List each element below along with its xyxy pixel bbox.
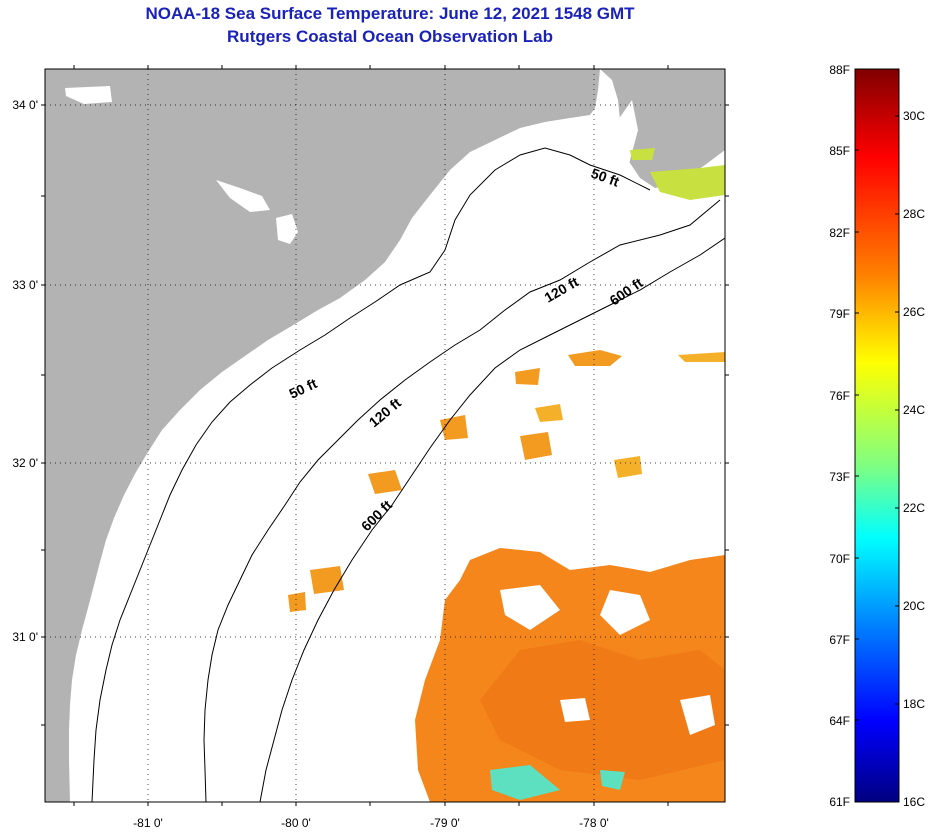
inland-water [618,100,638,168]
sst-patch [568,350,622,366]
contour-120ft [203,199,721,802]
colorbar [854,68,900,803]
land-area [45,69,600,802]
sst-patch [515,368,540,385]
sst-patch [614,456,642,478]
colorbar-f-label: 88F [829,63,850,77]
lon-tick-label: -81 0' [133,816,163,830]
colorbar-f-label: 61F [829,795,850,809]
inland-water [276,214,298,244]
colorbar-f-label: 76F [829,389,850,403]
sst-patch [535,404,563,422]
inland-water [598,95,612,138]
sst-patch [288,592,306,612]
inland-water [216,180,270,212]
colorbar-f-label: 67F [829,633,850,647]
lat-tick-label: 33 0' [12,278,38,292]
lat-tick-label: 31 0' [12,630,38,644]
map-frame [44,68,726,803]
contour-600ft [259,237,725,802]
colorbar-c-label: 22C [903,501,925,515]
sst-patch [650,165,725,200]
colorbar-f-label: 82F [829,226,850,240]
cloud-gap [680,695,715,735]
sst-patch [678,352,725,362]
sst-cool-patch [600,770,625,790]
lon-tick-label: -79 0' [430,816,460,830]
colorbar-f-label: 85F [829,144,850,158]
sst-patch [630,148,655,160]
sst-patch [368,470,402,494]
inland-water [65,86,112,104]
colorbar-c-label: 26C [903,305,925,319]
colorbar-c-label: 30C [903,109,925,123]
lat-tick-label: 34 0' [12,98,38,112]
colorbar-c-label: 16C [903,795,925,809]
colorbar-c-label: 20C [903,599,925,613]
cloud-gap [560,698,590,722]
sst-patch [440,415,468,440]
land-area-ne [600,69,725,188]
colorbar-f-label: 64F [829,714,850,728]
sst-cool-patch [490,765,560,800]
sst-warm-region [480,640,725,780]
colorbar-f-label: 70F [829,552,850,566]
contour-50ft [91,147,651,802]
cloud-gap [600,590,650,635]
colorbar-c-label: 18C [903,697,925,711]
map-subtitle: Rutgers Coastal Ocean Observation Lab [227,27,553,46]
lon-tick-label: -78 0' [579,816,609,830]
colorbar-f-label: 79F [829,307,850,321]
colorbar-f-label: 73F [829,470,850,484]
lon-tick-label: -80 0' [281,816,311,830]
cloud-gap [500,585,560,630]
sst-patch [520,432,552,460]
colorbar-c-label: 28C [903,207,925,221]
colorbar-c-label: 24C [903,403,925,417]
map-title: NOAA-18 Sea Surface Temperature: June 12… [145,4,635,23]
sst-patch [310,566,344,594]
lat-tick-label: 32 0' [12,456,38,470]
